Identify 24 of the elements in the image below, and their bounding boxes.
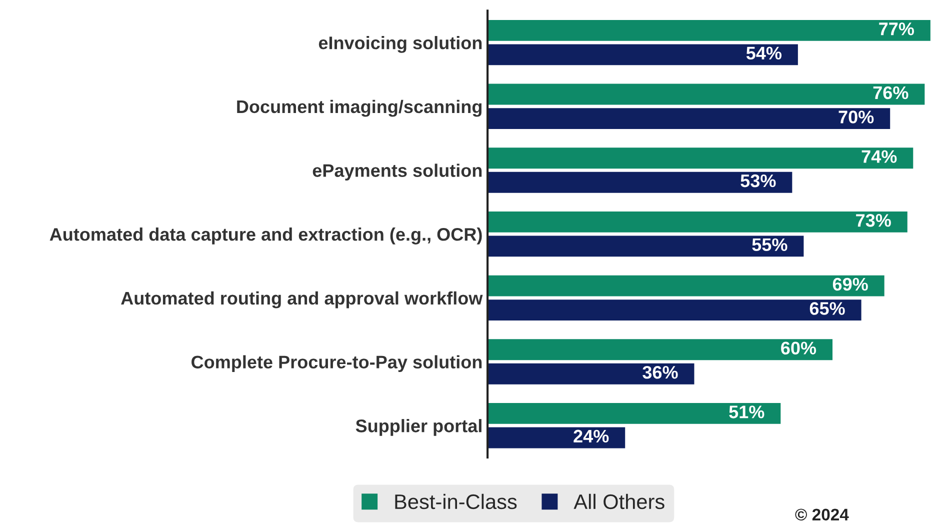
- data-label: 54%: [746, 46, 782, 60]
- legend-label: All Others: [574, 494, 664, 510]
- y-tick-label: Automated data capture and extraction (e.g., OCR): [50, 228, 482, 244]
- y-tick-label: Document imaging/scanning: [237, 100, 482, 117]
- legend-label: Best-in-Class: [395, 494, 517, 510]
- data-label: 60%: [781, 342, 816, 354]
- data-label: 77%: [879, 22, 914, 36]
- y-tick-label: Complete Procure-to-Pay solution: [192, 355, 482, 372]
- data-label: 51%: [729, 406, 764, 418]
- y-tick-label: Supplier portal: [356, 419, 482, 436]
- data-label: 65%: [810, 302, 845, 315]
- text: © 2024: [795, 508, 849, 521]
- data-label: 70%: [838, 110, 874, 124]
- data-label: 24%: [574, 430, 609, 443]
- data-label: 55%: [752, 238, 788, 252]
- y-tick-label: eInvoicing solution: [318, 36, 482, 53]
- data-label: 73%: [856, 214, 891, 227]
- data-label: 74%: [862, 150, 897, 163]
- data-label: 53%: [740, 174, 776, 188]
- y-tick-label: ePayments solution: [312, 164, 482, 181]
- y-tick-label: Automated routing and approval workflow: [121, 291, 483, 308]
- data-label: 76%: [873, 86, 908, 100]
- data-label: 69%: [832, 278, 868, 291]
- data-label: 36%: [642, 366, 678, 379]
